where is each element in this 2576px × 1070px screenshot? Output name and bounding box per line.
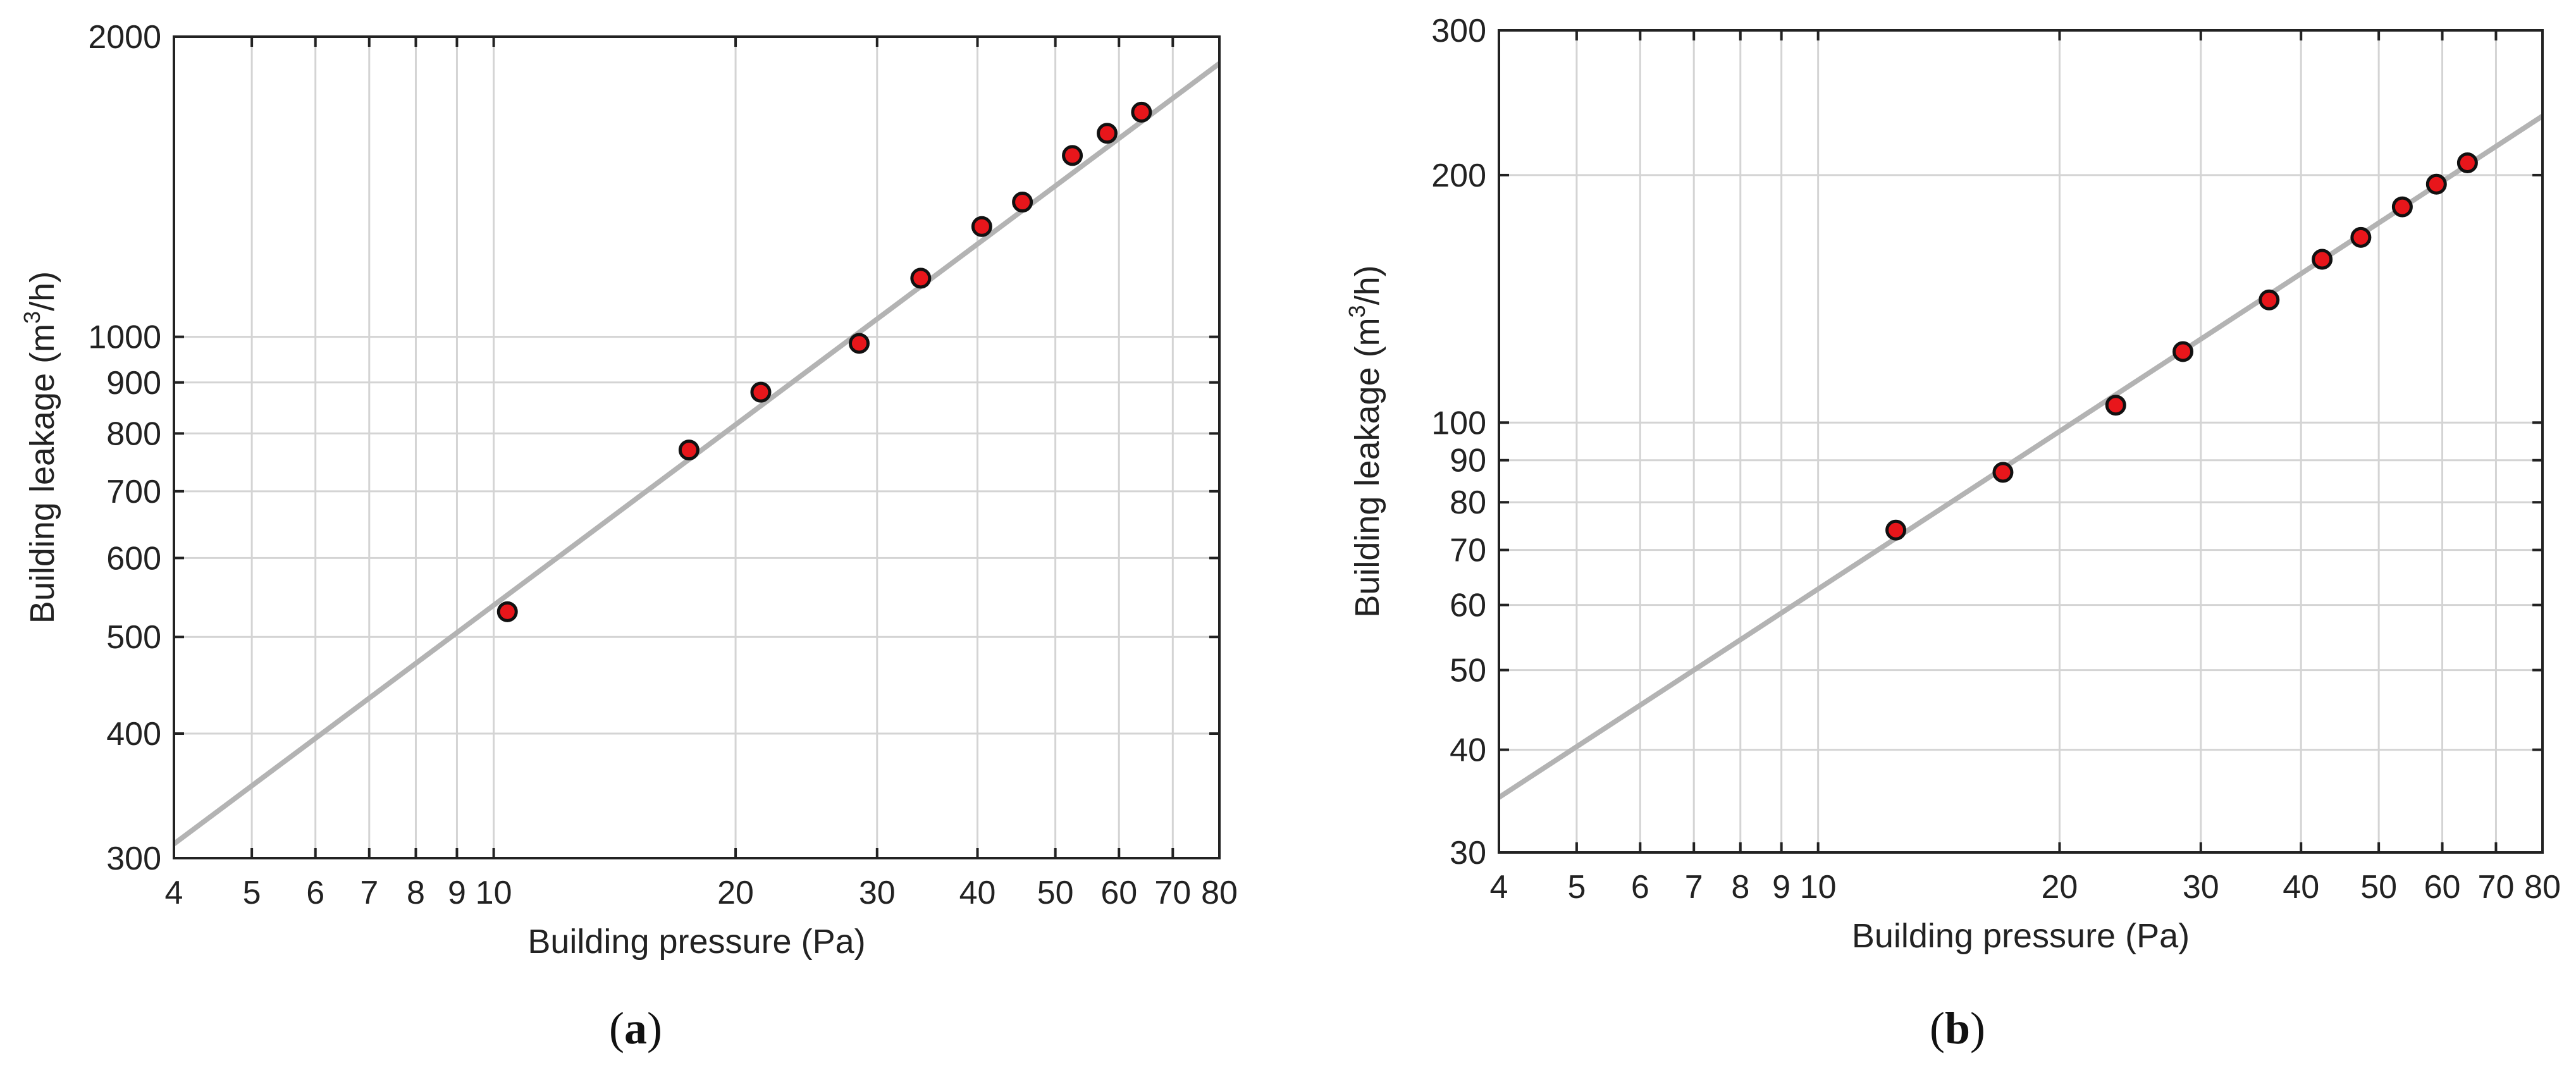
x-tick-label: 8 <box>407 875 425 911</box>
y-tick-label: 300 <box>1431 13 1486 49</box>
x-tick-label: 6 <box>1631 869 1649 906</box>
y-tick-label: 700 <box>106 474 161 510</box>
y-axis-title-superscript: 3 <box>1344 305 1370 317</box>
data-point <box>1131 101 1152 123</box>
x-tick-label: 7 <box>360 875 378 911</box>
data-point <box>2391 196 2413 218</box>
x-axis-title: Building pressure (Pa) <box>527 923 865 961</box>
y-tick-label: 200 <box>1431 157 1486 194</box>
y-tick-label: 2000 <box>88 19 161 56</box>
x-tick-label: 40 <box>959 875 996 911</box>
y-tick-label: 600 <box>106 540 161 577</box>
data-point <box>1885 519 1907 541</box>
panel-caption: (a) <box>609 1003 662 1054</box>
caption-open-paren: ( <box>1930 1003 1945 1054</box>
y-tick-label: 40 <box>1450 732 1486 769</box>
x-tick-label: 8 <box>1731 869 1749 906</box>
x-tick-label: 80 <box>2524 869 2561 906</box>
x-tick-label: 20 <box>717 875 754 911</box>
x-tick-label: 4 <box>1490 869 1508 906</box>
data-point <box>1097 123 1118 144</box>
x-tick-label: 60 <box>1100 875 1137 911</box>
x-tick-label: 30 <box>859 875 896 911</box>
panel-caption: (b) <box>1930 1003 1985 1054</box>
caption-letter: b <box>1945 1003 1970 1054</box>
y-axis-title-suffix: /h) <box>23 271 61 311</box>
x-tick-label: 70 <box>2478 869 2515 906</box>
y-axis-title: Building leakage (m3/h) <box>1344 265 1386 617</box>
x-tick-label: 7 <box>1685 869 1703 906</box>
data-point <box>1012 192 1033 213</box>
x-tick-label: 40 <box>2283 869 2319 906</box>
data-point <box>750 381 772 403</box>
y-tick-label: 50 <box>1450 653 1486 689</box>
x-tick-label: 5 <box>243 875 261 911</box>
data-point <box>2172 341 2194 362</box>
data-point <box>1992 462 2014 483</box>
x-tick-label: 30 <box>2183 869 2219 906</box>
y-tick-label: 300 <box>106 840 161 877</box>
x-tick-label: 4 <box>165 875 183 911</box>
data-point <box>971 216 992 237</box>
chart-panel-b: 4 5 6 7 8 9 10 20 30 40 50 60 70 80304050607080901002… <box>1344 13 2561 1054</box>
x-tick-label: 10 <box>1800 869 1837 906</box>
plot-frame <box>1498 29 2544 854</box>
caption-letter: a <box>624 1003 647 1054</box>
x-tick-label: 9 <box>1772 869 1790 906</box>
data-point <box>2350 226 2372 248</box>
y-tick-label: 400 <box>106 716 161 753</box>
y-tick-label: 900 <box>106 365 161 402</box>
y-tick-label: 60 <box>1450 587 1486 624</box>
y-axis-title: Building leakage (m3/h) <box>19 271 61 624</box>
x-tick-label: 5 <box>1567 869 1586 906</box>
y-axis-title-suffix: /h) <box>1348 265 1386 305</box>
y-tick-label: 80 <box>1450 484 1486 521</box>
data-point <box>2105 395 2126 416</box>
x-tick-label: 10 <box>476 875 512 911</box>
caption-close-paren: ) <box>647 1003 662 1054</box>
data-point <box>496 601 518 622</box>
data-point <box>910 268 932 289</box>
y-tick-label: 100 <box>1431 405 1486 441</box>
plot-frame <box>173 35 1221 859</box>
y-tick-label: 800 <box>106 415 161 452</box>
data-point <box>1062 145 1083 166</box>
data-point <box>2425 173 2447 195</box>
caption-open-paren: ( <box>609 1003 624 1054</box>
data-point <box>2259 289 2280 311</box>
caption-close-paren: ) <box>1970 1003 1985 1054</box>
y-tick-label: 30 <box>1450 835 1486 871</box>
x-tick-label: 60 <box>2424 869 2461 906</box>
data-point <box>2456 152 2478 173</box>
fit-line <box>1499 114 2542 800</box>
x-tick-label: 9 <box>448 875 466 911</box>
x-axis-title: Building pressure (Pa) <box>1852 917 2190 955</box>
x-tick-label: 50 <box>1037 875 1074 911</box>
y-tick-label: 70 <box>1450 532 1486 569</box>
data-point <box>2312 249 2333 270</box>
y-tick-label: 90 <box>1450 443 1486 479</box>
chart-panel-a: 4 5 6 7 8 9 10 20 30 40 50 60 70 80 300 400 500 600 700 800… <box>19 19 1238 1054</box>
y-axis-title-prefix: Building leakage (m <box>23 324 61 624</box>
y-tick-label: 500 <box>106 619 161 656</box>
x-tick-label: 70 <box>1154 875 1191 911</box>
y-tick-label: 1000 <box>88 319 161 356</box>
x-tick-label: 50 <box>2360 869 2397 906</box>
data-point <box>848 333 870 354</box>
x-tick-label: 6 <box>306 875 324 911</box>
data-point <box>678 440 699 461</box>
y-axis-title-prefix: Building leakage (m <box>1348 317 1386 617</box>
x-tick-label: 80 <box>1201 875 1238 911</box>
x-tick-label: 20 <box>2042 869 2078 906</box>
y-axis-title-superscript: 3 <box>19 311 45 324</box>
